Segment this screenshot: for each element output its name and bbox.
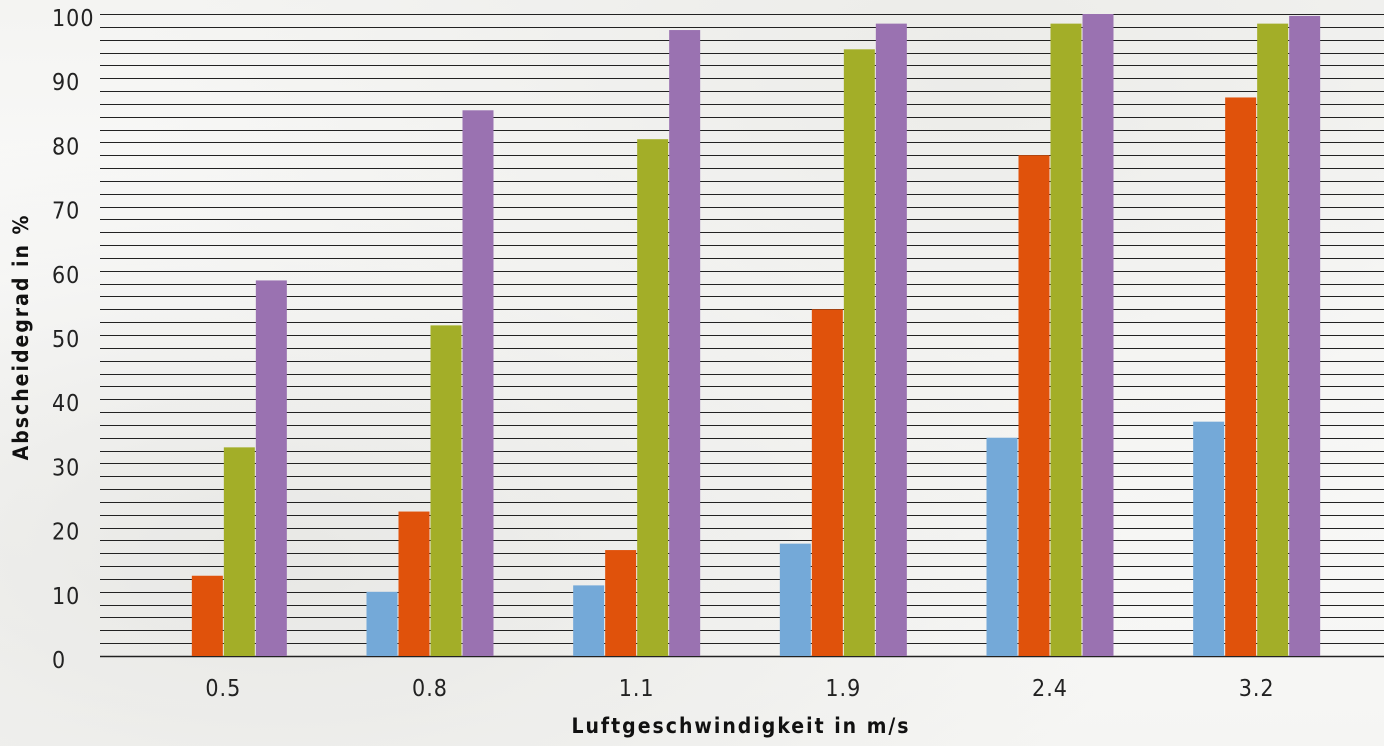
bar (223, 447, 255, 656)
x-tick-label: 0.8 (412, 676, 448, 702)
bar (255, 280, 287, 656)
bar (605, 550, 637, 656)
gridlines (100, 14, 1384, 658)
y-tick-label: 90 (52, 70, 80, 96)
x-tick-label: 1.1 (619, 676, 655, 702)
y-tick-label: 70 (52, 199, 80, 225)
bar (779, 543, 811, 656)
x-tick-label: 2.4 (1032, 676, 1068, 702)
bar (366, 591, 398, 656)
bar (1193, 421, 1225, 656)
x-tick-label: 0.5 (205, 676, 241, 702)
y-tick-label: 10 (52, 584, 80, 610)
y-tick-label: 80 (52, 134, 80, 160)
x-tick-labels: 0.5 0.8 1.1 1.9 2.4 3.2 (205, 676, 1275, 702)
bar (1082, 14, 1114, 656)
y-tick-label: 0 (52, 648, 66, 674)
y-tick-label: 60 (52, 263, 80, 289)
y-axis-title: Abscheidegrad in % (9, 214, 33, 461)
x-axis-title: Luftgeschwindigkeit in m/s (571, 714, 910, 738)
y-tick-label: 40 (52, 391, 80, 417)
y-tick-label: 20 (52, 520, 80, 546)
bars (191, 14, 1321, 657)
bar (811, 309, 843, 656)
bar (1225, 97, 1257, 656)
bar (398, 511, 430, 656)
bar (191, 575, 223, 656)
bar (573, 585, 605, 656)
bar (986, 437, 1018, 656)
y-tick-label: 30 (52, 455, 80, 481)
bar (669, 30, 701, 657)
y-tick-label: 50 (52, 327, 80, 353)
bar (462, 110, 494, 657)
bar (843, 49, 875, 657)
bar (1050, 23, 1082, 656)
y-tick-label: 100 (52, 6, 95, 32)
x-tick-label: 1.9 (825, 676, 861, 702)
bar (1257, 23, 1289, 656)
bar (637, 139, 669, 656)
bar (1018, 155, 1050, 657)
y-tick-labels: 0 10 20 30 40 50 60 70 80 90 100 (52, 6, 95, 674)
bar (875, 23, 907, 656)
bar (1289, 15, 1321, 656)
x-tick-label: 3.2 (1239, 676, 1275, 702)
bar (430, 325, 462, 656)
